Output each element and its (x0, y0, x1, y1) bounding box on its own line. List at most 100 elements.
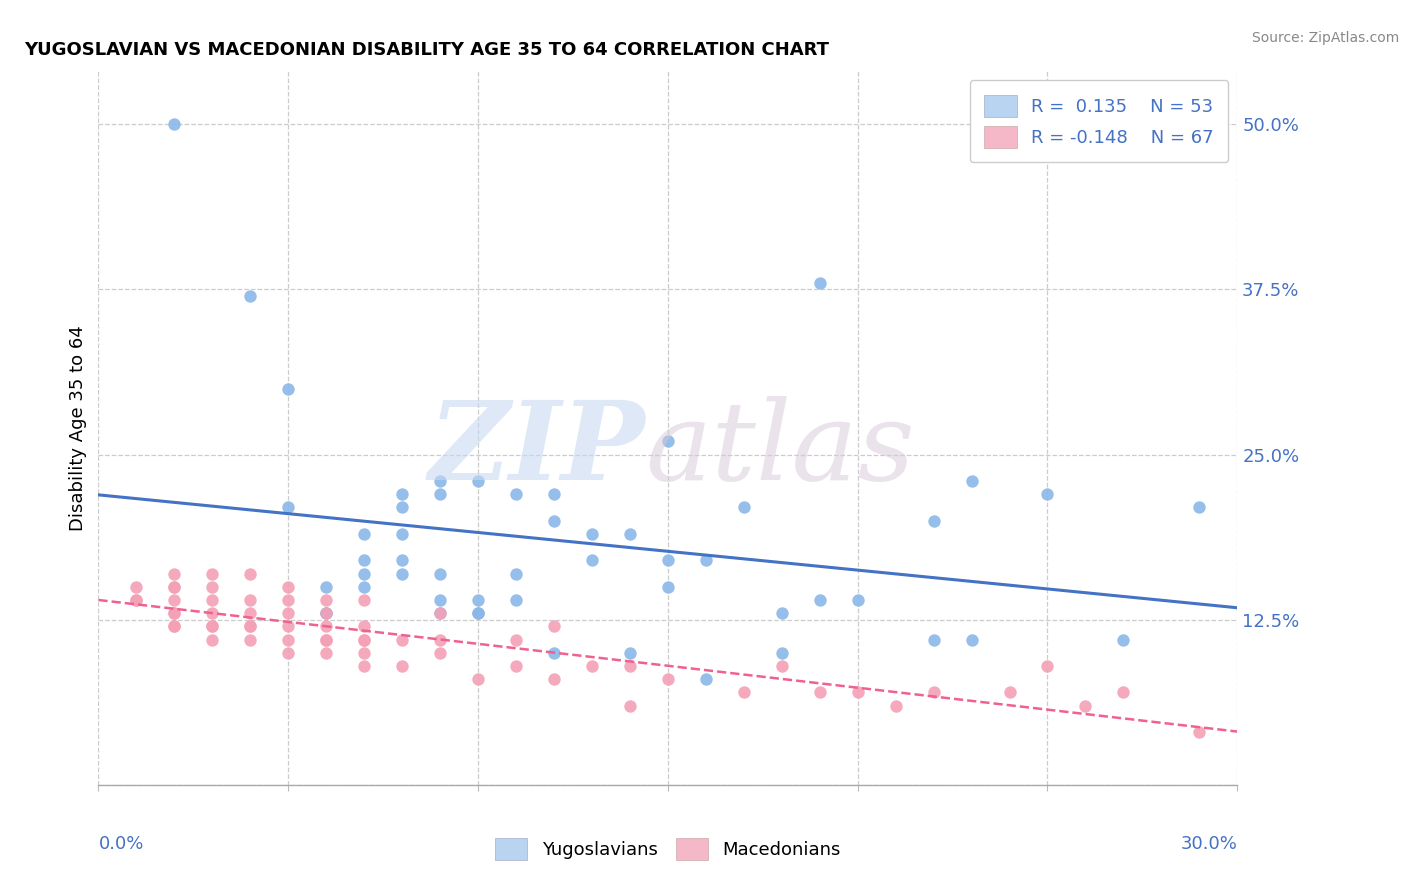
Point (201, 606, 224, 620)
Point (1036, 487, 1059, 501)
Point (960, 632, 983, 647)
Point (922, 632, 945, 647)
Point (315, 606, 337, 620)
Point (429, 606, 451, 620)
Point (353, 566, 375, 581)
Point (163, 619, 186, 633)
Point (201, 566, 224, 581)
Point (467, 593, 489, 607)
Point (277, 580, 299, 594)
Point (657, 672, 679, 686)
Point (315, 606, 337, 620)
Point (695, 553, 717, 567)
Point (353, 632, 375, 647)
Point (315, 632, 337, 647)
Point (277, 382, 299, 396)
Point (808, 593, 831, 607)
Point (277, 593, 299, 607)
Point (163, 566, 186, 581)
Point (201, 593, 224, 607)
Point (391, 527, 413, 541)
Point (163, 593, 186, 607)
Point (353, 619, 375, 633)
Point (315, 632, 337, 647)
Point (467, 606, 489, 620)
Point (239, 593, 262, 607)
Point (163, 606, 186, 620)
Point (201, 580, 224, 594)
Point (770, 659, 793, 673)
Point (391, 632, 413, 647)
Point (391, 487, 413, 501)
Point (125, 580, 148, 594)
Point (808, 276, 831, 290)
Point (353, 593, 375, 607)
Point (543, 672, 565, 686)
Point (239, 289, 262, 303)
Point (315, 580, 337, 594)
Point (353, 553, 375, 567)
Point (353, 646, 375, 660)
Point (277, 606, 299, 620)
Point (201, 619, 224, 633)
Point (619, 646, 641, 660)
Point (695, 672, 717, 686)
Point (543, 487, 565, 501)
Point (505, 659, 527, 673)
Point (315, 619, 337, 633)
Point (1074, 698, 1097, 713)
Point (277, 619, 299, 633)
Point (657, 553, 679, 567)
Point (808, 685, 831, 699)
Point (543, 619, 565, 633)
Point (163, 580, 186, 594)
Point (277, 646, 299, 660)
Point (239, 632, 262, 647)
Point (239, 619, 262, 633)
Point (619, 527, 641, 541)
Point (429, 566, 451, 581)
Point (315, 593, 337, 607)
Point (353, 527, 375, 541)
Point (163, 606, 186, 620)
Point (619, 698, 641, 713)
Point (163, 619, 186, 633)
Point (277, 500, 299, 515)
Point (733, 500, 755, 515)
Point (429, 593, 451, 607)
Point (429, 487, 451, 501)
Point (315, 646, 337, 660)
Point (429, 632, 451, 647)
Point (467, 606, 489, 620)
Point (505, 566, 527, 581)
Point (315, 606, 337, 620)
Point (239, 619, 262, 633)
Point (505, 593, 527, 607)
Point (1036, 659, 1059, 673)
Point (353, 632, 375, 647)
Point (846, 685, 869, 699)
Text: 30.0%: 30.0% (1181, 835, 1237, 853)
Point (163, 580, 186, 594)
Point (1188, 500, 1211, 515)
Point (429, 646, 451, 660)
Point (201, 619, 224, 633)
Point (163, 117, 186, 131)
Point (581, 527, 603, 541)
Legend: Yugoslavians, Macedonians: Yugoslavians, Macedonians (485, 829, 851, 869)
Point (391, 659, 413, 673)
Point (733, 685, 755, 699)
Point (391, 566, 413, 581)
Point (1112, 632, 1135, 647)
Point (619, 659, 641, 673)
Point (998, 685, 1021, 699)
Point (657, 580, 679, 594)
Point (353, 580, 375, 594)
Text: Source: ZipAtlas.com: Source: ZipAtlas.com (1251, 31, 1399, 45)
Point (467, 474, 489, 488)
Point (125, 593, 148, 607)
Point (884, 698, 907, 713)
Point (922, 685, 945, 699)
Point (543, 646, 565, 660)
Point (581, 553, 603, 567)
